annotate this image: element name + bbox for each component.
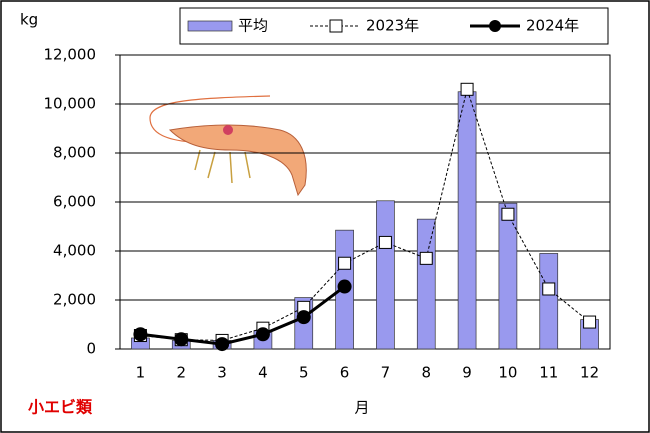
y-tick-label: 4,000 [53,242,96,260]
bar [416,218,436,350]
x-tick-label: 10 [498,364,517,382]
shrimp-illustration [149,95,307,197]
legend-label: 平均 [238,17,268,35]
y-tick-label: 6,000 [53,193,96,211]
legend-label: 2024年 [526,17,579,35]
marker [215,337,230,352]
x-tick-label: 11 [539,364,558,382]
legend-label: 2023年 [366,17,419,35]
bar [539,253,559,350]
marker [419,251,433,265]
y-tick-label: 0 [86,340,96,358]
bar [457,91,477,350]
marker [255,327,270,342]
legend-box [179,7,609,45]
x-tick-label: 8 [421,364,431,382]
marker [583,315,597,329]
marker [174,332,189,347]
x-tick-label: 7 [381,364,391,382]
legend-swatch [187,20,233,32]
marker [133,327,148,342]
line [140,87,590,341]
marker [378,235,392,249]
marker [296,310,311,325]
marker [542,282,556,296]
y-tick-label: 2,000 [53,291,96,309]
y-tick-label: 10,000 [44,95,97,113]
x-tick-label: 2 [176,364,186,382]
plot-border [119,54,611,350]
x-tick-label: 1 [136,364,146,382]
marker [460,82,474,96]
bar [376,200,395,350]
x-tick-label: 4 [258,364,268,382]
bar [498,202,518,350]
marker [337,279,352,294]
annotation: 小エビ類 [28,398,93,417]
marker [338,256,352,270]
x-tick-label: 12 [580,364,599,382]
x-axis-label: 月 [354,399,369,417]
x-tick-label: 5 [299,364,309,382]
y-axis-label: kg [20,11,38,29]
x-tick-label: 3 [217,364,227,382]
marker [501,207,515,221]
y-tick-label: 12,000 [44,46,97,64]
x-tick-label: 6 [340,364,350,382]
legend-marker [329,19,343,33]
x-tick-label: 9 [462,364,472,382]
legend-marker [489,20,501,32]
y-tick-label: 8,000 [53,144,96,162]
